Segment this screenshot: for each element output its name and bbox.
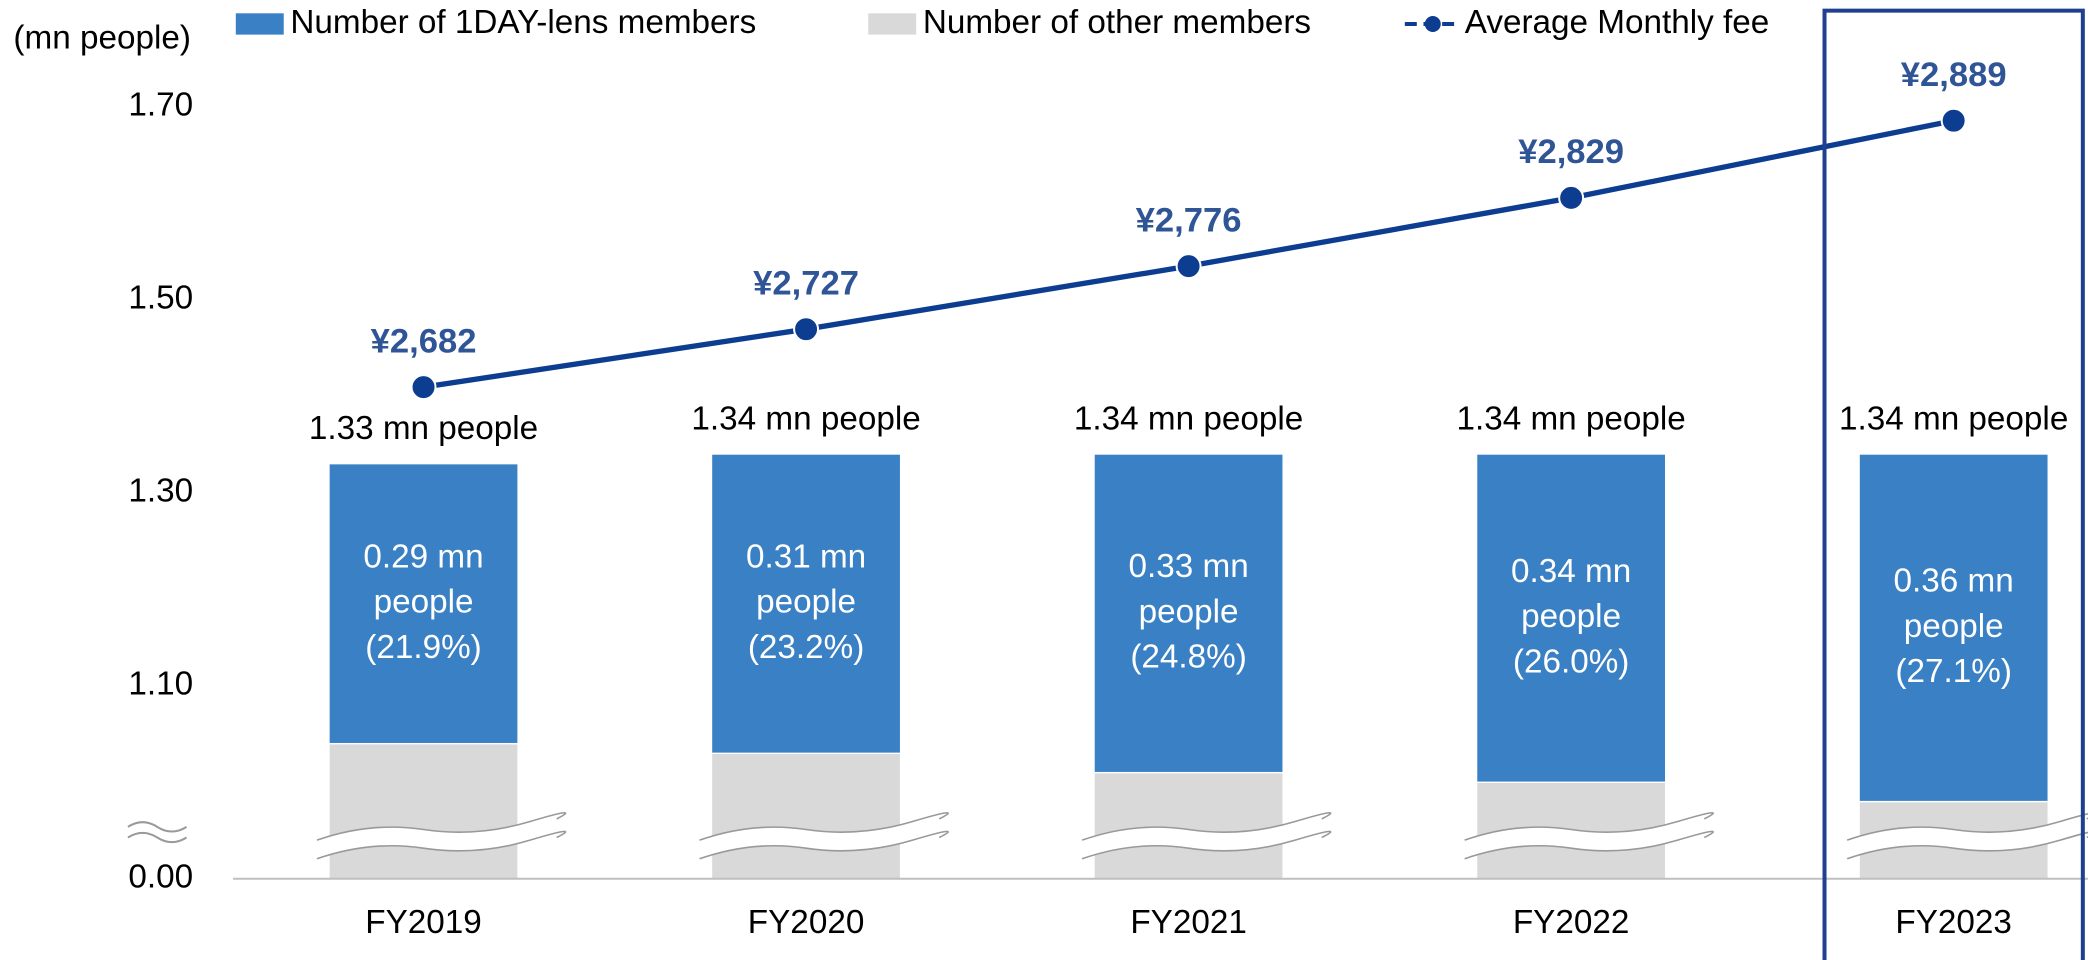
line-value-label: ¥2,776	[1136, 201, 1242, 239]
bar-break-line	[699, 830, 949, 860]
bar-segment	[710, 453, 902, 754]
bar-value-label: 0.29 mn people (21.9%)	[363, 538, 483, 666]
x-tick-label: FY2021	[1130, 904, 1247, 941]
x-tick-label: FY2023	[1895, 904, 2012, 941]
bar-segment	[1475, 453, 1667, 783]
bar-value-label-line: 0.34 mn	[1511, 553, 1631, 590]
bar-break-line	[1846, 831, 2088, 860]
bar-value-label-line: (26.0%)	[1513, 643, 1629, 680]
bar-segment	[328, 463, 519, 745]
bar-value-label-line: people	[374, 583, 474, 620]
bar-value-label-line: (24.8%)	[1130, 638, 1246, 675]
bar-segment	[1093, 453, 1284, 774]
bar-value-label: 0.36 mn people (27.1%)	[1894, 562, 2014, 690]
bar-break-band	[313, 812, 575, 859]
y-tick-label: 1.50	[128, 279, 193, 316]
bar-value-label: 0.33 mn people (24.8%)	[1128, 548, 1248, 676]
y-tick-label: 0.00	[128, 859, 193, 896]
line-marker	[1175, 253, 1202, 280]
axis-break-mark	[127, 821, 188, 833]
bar-value-label-line: 0.31 mn	[746, 538, 866, 575]
total-label: 1.33 mn people	[309, 410, 538, 447]
line-marker	[410, 374, 437, 401]
legend-swatch	[235, 13, 284, 35]
bar-break-band	[1844, 813, 2088, 859]
legend-label: Average Monthly fee	[1465, 4, 1770, 41]
bar-break-line	[316, 830, 567, 860]
x-tick-label: FY2022	[1513, 904, 1630, 941]
total-label: 1.34 mn people	[1074, 401, 1303, 438]
bar-segment	[1858, 453, 2049, 803]
y-tick-label: 1.30	[128, 472, 193, 509]
legend-swatch	[868, 13, 917, 35]
bar-break-line	[1081, 812, 1332, 841]
bar-value-label-line: people	[1904, 608, 2004, 645]
bar-value-label-line: (21.9%)	[365, 629, 481, 666]
y-tick-label: 1.10	[128, 666, 193, 703]
total-label: 1.34 mn people	[1456, 401, 1685, 438]
y-tick-label: 1.70	[128, 86, 193, 123]
bar-value-label: 0.34 mn people (26.0%)	[1511, 553, 1631, 681]
bar-value-label-line: people	[756, 583, 856, 620]
bar-value-label-line: (23.2%)	[748, 629, 864, 666]
bar-break-line	[1846, 813, 2088, 841]
bar-segment	[328, 742, 519, 880]
bar-segment	[1093, 771, 1284, 880]
legend-label: Number of 1DAY-lens members	[290, 4, 756, 41]
bar-value-label-line: (27.1%)	[1895, 653, 2011, 690]
bar-break-line	[1464, 830, 1714, 860]
bar-value-label-line: people	[1521, 598, 1621, 635]
legend-label: Number of other members	[923, 4, 1311, 41]
bar-value-label: 0.31 mn people (23.2%)	[746, 538, 866, 666]
total-label: 1.34 mn people	[691, 401, 920, 438]
line-marker	[793, 316, 820, 343]
bar-break-line	[1464, 812, 1714, 841]
bar-value-label-line: 0.33 mn	[1128, 548, 1248, 585]
x-tick-label: FY2019	[365, 904, 482, 941]
axis-break-mark	[127, 831, 188, 844]
highlight-box	[1822, 8, 2085, 960]
line-value-label: ¥2,682	[371, 322, 477, 360]
bar-break-line	[316, 812, 567, 841]
line-value-label: ¥2,727	[753, 264, 859, 302]
bar-break-line	[1081, 830, 1332, 860]
bar-value-label-line: 0.36 mn	[1894, 562, 2014, 599]
bar-break-band	[1461, 812, 1723, 859]
legend-marker	[1424, 15, 1441, 32]
bar-value-label-line: 0.29 mn	[363, 538, 483, 575]
line-value-label: ¥2,829	[1518, 133, 1624, 171]
total-label: 1.34 mn people	[1839, 401, 2068, 438]
bar-break-band	[696, 812, 958, 859]
x-tick-label: FY2020	[748, 904, 865, 941]
line-marker	[1940, 107, 1967, 134]
bar-segment	[710, 752, 902, 880]
line-marker	[1558, 184, 1585, 211]
bar-value-label-line: people	[1139, 593, 1239, 630]
bar-break-band	[1079, 812, 1340, 859]
line-value-label: ¥2,889	[1901, 56, 2007, 94]
y-axis-label: (mn people)	[13, 20, 191, 57]
bar-break-line	[699, 812, 949, 841]
